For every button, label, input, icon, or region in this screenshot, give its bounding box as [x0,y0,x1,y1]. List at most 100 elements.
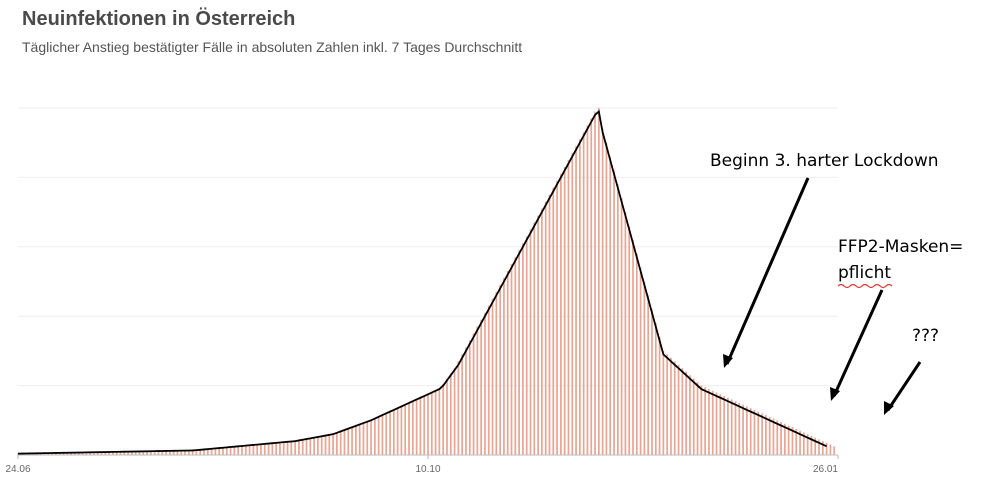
bar [138,451,141,455]
bar [635,253,638,455]
annotation-question-arrow [886,361,922,411]
bar [419,397,422,455]
bar [654,323,657,455]
bar [396,408,399,455]
bar [666,354,669,455]
annotation-question: ??? [912,326,939,346]
bar [818,439,820,455]
bar [332,434,334,455]
bar [586,125,589,455]
bar [172,450,175,455]
bar [225,447,228,455]
bar [727,397,729,455]
bar [457,361,460,455]
bar [392,409,395,455]
annotations: Beginn 3. harter Lockdown FFP2-Masken= p… [710,151,963,415]
bar [93,452,95,455]
bar [108,451,110,455]
bar [123,451,126,455]
bar [100,451,103,455]
bar [799,430,801,455]
bar [115,451,118,455]
bar [753,409,756,455]
bar [55,452,57,455]
bar [203,449,205,455]
bar [658,337,661,455]
bar [146,451,148,455]
bar [305,439,308,455]
bar [389,411,391,456]
bar [301,439,304,455]
bar [411,401,414,455]
bar [241,445,243,455]
bar [324,435,327,455]
bar [719,394,722,455]
bar [252,444,255,455]
bar [66,452,69,455]
bar [294,441,296,455]
bar [643,281,646,455]
bar [233,446,236,455]
bar [476,326,479,455]
bar [548,194,551,455]
bar [784,423,786,455]
bar [472,333,475,455]
bar [597,108,600,455]
bar [286,441,289,455]
bar [518,250,520,455]
bar [62,452,65,455]
x-tick-label: 26.01 [813,464,838,475]
bar [127,451,129,455]
bar [533,222,536,455]
bar [237,446,240,455]
bar [131,451,133,455]
bar [552,187,555,455]
bar [85,452,88,455]
bar [620,198,623,455]
bar [180,450,183,455]
bar [70,452,72,455]
bar [229,447,232,455]
bar [279,442,281,455]
bar [673,361,676,455]
bar [17,453,19,455]
bar [256,444,259,455]
bar [404,404,407,455]
bar [430,392,433,455]
bar [670,357,672,455]
annotation-ffp2-line1: FFP2-Masken= [838,237,963,257]
bar [696,382,699,455]
bar [825,442,828,455]
bar [506,271,509,455]
x-axis-ticks: 24.06 10.10 26.01 [5,455,839,475]
bar [453,368,456,455]
x-tick-label: 10.10 [415,464,440,475]
bar [134,451,137,455]
bar [290,441,293,455]
bar [442,383,445,455]
bar [377,416,380,455]
bar [351,427,353,455]
bar [199,449,202,455]
bar [806,434,809,455]
bar [210,448,213,455]
bar [104,452,107,455]
bar [833,446,836,455]
bar [765,415,767,455]
gridlines [18,107,838,387]
bar [647,295,650,455]
bar [814,437,817,455]
bar [689,375,691,455]
bar [328,434,331,455]
bar [499,284,501,455]
bar [468,340,471,455]
bar [795,428,798,455]
bar [791,427,794,455]
bar [711,390,714,455]
x-tick-label: 24.06 [5,464,30,475]
bar [142,451,145,455]
annotation-ffp2-line2: pflicht [838,263,891,283]
bar [195,449,198,455]
annotation-ffp2-arrowhead [830,387,840,401]
